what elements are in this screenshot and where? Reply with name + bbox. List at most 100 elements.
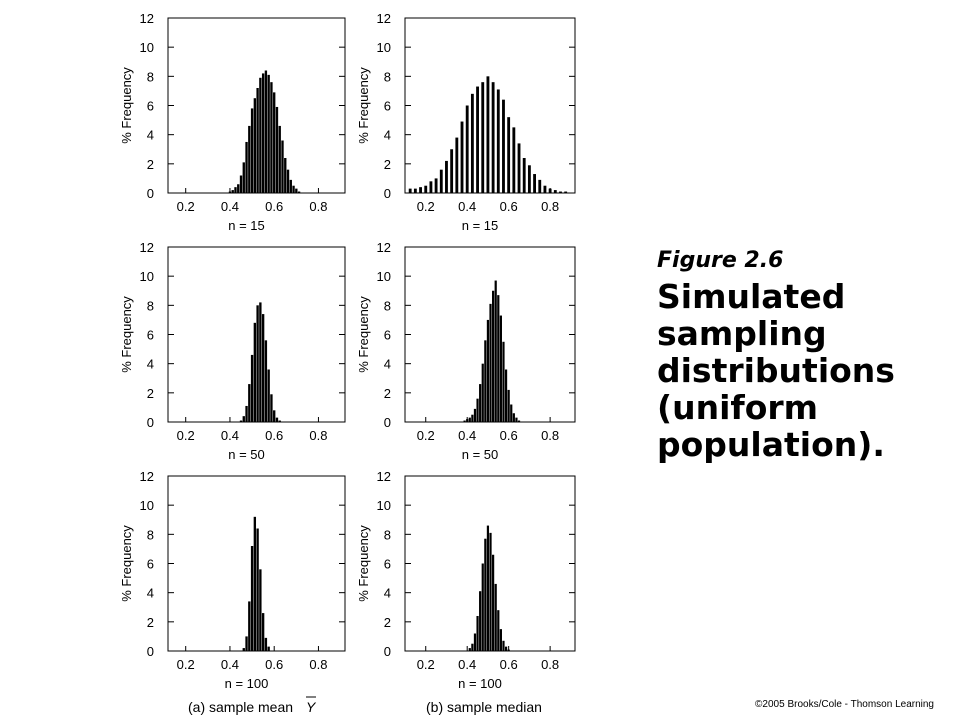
histogram-panel-a-1: 0 2 4 6 8 10 12 0.2 0.4 0.6 0.8 n = 50 % Frequency [119, 240, 346, 462]
histogram-bar [267, 646, 270, 651]
histogram-bar [242, 648, 245, 651]
histogram-bar [237, 184, 240, 193]
y-tick-label: 12 [377, 240, 391, 255]
histogram-bar [267, 369, 270, 422]
y-tick-label: 0 [147, 186, 154, 201]
x-tick-label: 0.6 [265, 428, 283, 443]
histogram-bar [286, 169, 290, 193]
histogram-bar [471, 414, 474, 422]
y-tick-label: 10 [140, 498, 154, 513]
y-tick-label: 8 [384, 527, 391, 542]
y-tick-label: 12 [140, 11, 154, 26]
y-tick-label: 8 [147, 69, 154, 84]
histogram-bar [295, 188, 298, 193]
y-tick-label: 2 [147, 615, 154, 630]
histogram-bar [297, 191, 301, 193]
histogram-bar [460, 121, 464, 193]
histogram-bar [564, 191, 568, 193]
histogram-bar [270, 82, 273, 193]
histogram-bar [245, 141, 248, 193]
y-tick-label: 2 [384, 615, 391, 630]
histogram-bar [275, 106, 279, 193]
histogram-bar [424, 185, 428, 193]
histogram-bar [281, 140, 284, 193]
figure-title: Simulated sampling distributions (unifor… [657, 277, 895, 464]
histogram-bar [502, 99, 505, 193]
y-axis-label: % Frequency [119, 67, 134, 144]
histogram-bar [413, 188, 417, 193]
y-tick-label: 8 [147, 527, 154, 542]
histogram-bar [245, 405, 248, 422]
y-tick-label: 2 [384, 157, 391, 172]
histogram-bar [278, 420, 281, 422]
histogram-bar [538, 179, 542, 193]
histogram-bar [259, 302, 262, 422]
histogram-bar [479, 384, 482, 422]
x-tick-label: 0.4 [221, 428, 239, 443]
histogram-bar [468, 648, 471, 651]
histogram-bar [533, 174, 536, 193]
y-axis-label: % Frequency [356, 67, 371, 144]
histogram-bar [234, 187, 237, 193]
histogram-bar [468, 417, 471, 422]
histogram-bar [515, 417, 518, 422]
y-tick-label: 0 [147, 415, 154, 430]
histogram-bar [470, 93, 474, 193]
histogram-bar [248, 601, 251, 651]
plot-frame [404, 17, 576, 194]
x-axis-label: n = 100 [458, 676, 502, 691]
x-tick-label: 0.4 [221, 199, 239, 214]
histogram-bar [484, 340, 487, 422]
histogram-bar [439, 169, 443, 193]
histogram-bar [486, 525, 490, 651]
y-axis-label: % Frequency [119, 296, 134, 373]
y-tick-label: 4 [384, 128, 391, 143]
histogram-bar [455, 137, 459, 193]
y-tick-label: 8 [384, 298, 391, 313]
histogram-bar [497, 295, 500, 422]
histogram-bar [250, 546, 254, 651]
y-axis-label: % Frequency [356, 296, 371, 373]
y-tick-label: 0 [384, 644, 391, 659]
y-tick-label: 4 [147, 357, 154, 372]
y-tick-label: 6 [147, 328, 154, 343]
histogram-bar [527, 165, 531, 193]
histogram-bar [264, 637, 268, 651]
histogram-bar [264, 70, 268, 193]
x-tick-label: 0.8 [541, 199, 559, 214]
x-tick-label: 0.4 [458, 428, 476, 443]
histogram-bar [273, 92, 276, 193]
bottom-label-right: (b) sample median [426, 699, 542, 715]
y-tick-label: 8 [384, 69, 391, 84]
histogram-bar [504, 646, 508, 651]
histogram-bar [492, 290, 495, 422]
y-tick-label: 6 [384, 557, 391, 572]
y-tick-label: 0 [384, 415, 391, 430]
histogram-bar [496, 89, 500, 193]
histogram-bar [499, 629, 502, 651]
histogram-bar [473, 633, 477, 651]
x-axis-label: n = 15 [462, 218, 499, 233]
x-tick-label: 0.2 [417, 428, 435, 443]
x-tick-label: 0.8 [541, 428, 559, 443]
histogram-bar [489, 532, 492, 651]
y-tick-label: 12 [377, 11, 391, 26]
y-tick-label: 10 [377, 498, 391, 513]
y-axis-label: % Frequency [356, 525, 371, 602]
y-tick-label: 10 [377, 269, 391, 284]
histogram-bar [250, 108, 254, 193]
x-tick-label: 0.8 [541, 657, 559, 672]
bottom-label-left: (a) sample mean [188, 699, 293, 715]
histogram-bar [499, 315, 502, 422]
histogram-bar [264, 340, 268, 422]
histogram-bar [267, 74, 270, 193]
histogram-bar [484, 538, 487, 651]
y-tick-label: 12 [140, 469, 154, 484]
y-tick-label: 10 [140, 40, 154, 55]
histogram-bar [486, 76, 490, 193]
x-tick-label: 0.6 [500, 199, 518, 214]
histogram-bar [242, 416, 245, 422]
histogram-bar [242, 162, 245, 193]
y-tick-label: 10 [140, 269, 154, 284]
